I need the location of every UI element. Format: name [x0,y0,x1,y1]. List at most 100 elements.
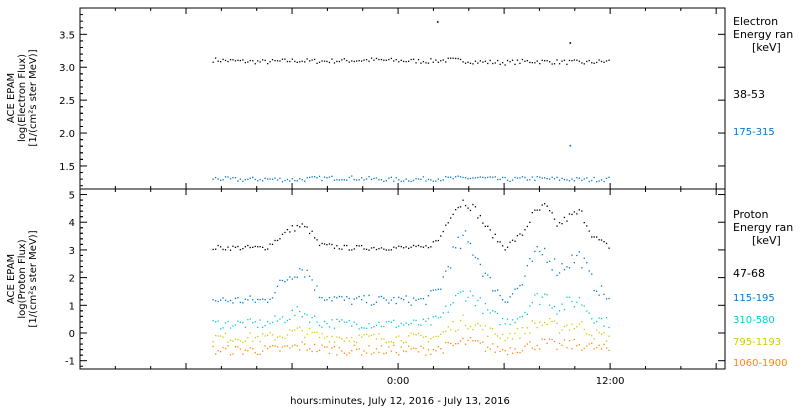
data-point [408,60,410,62]
data-point [311,230,313,232]
data-point [484,272,486,274]
data-point [368,60,370,62]
data-point [380,295,383,298]
data-point [249,318,251,320]
data-point [551,63,553,65]
data-point [531,320,533,322]
data-point [370,334,373,336]
data-point [531,212,533,214]
data-point [294,180,296,182]
data-point [259,340,261,343]
data-point [398,179,400,181]
data-point [492,327,494,330]
data-point [581,179,583,182]
data-point [516,235,519,237]
data-point [343,321,345,323]
data-point [247,337,249,339]
data-point [269,61,271,63]
data-point [333,296,336,298]
data-point [264,324,266,327]
data-point [262,326,264,328]
data-point [482,312,484,315]
legend-1060-1900: 1060-1900 [733,358,788,369]
data-point [333,247,336,249]
data-point [388,249,390,251]
data-point [257,298,259,301]
data-point [365,59,368,61]
data-point [462,61,464,63]
data-point [591,318,593,320]
data-point [566,63,568,65]
data-point [541,59,543,61]
data-point [586,225,588,227]
data-point [393,180,395,182]
data-point [380,179,383,181]
data-point [405,61,407,63]
electron-ylabel-line-1: ACE EPAM [6,73,17,123]
data-point [348,61,350,63]
data-point [259,246,261,248]
data-point [363,295,365,297]
electron-y-axis-label: ACE EPAM log(Electron Flux) [1/(cm²s ste… [6,49,39,146]
data-point [336,297,338,299]
data-point [361,177,363,179]
data-point [576,213,578,215]
data-point [499,350,501,353]
data-point [430,353,432,355]
data-point [378,321,380,324]
data-point [254,63,256,65]
data-point [286,60,289,63]
data-point [487,176,489,179]
data-point [400,59,402,61]
data-point [220,179,222,181]
data-point [403,180,405,182]
data-point [509,241,511,243]
data-point [534,209,536,211]
data-point [600,60,603,63]
data-point [591,342,593,344]
data-point [252,246,254,248]
data-point [420,334,422,337]
data-point [370,247,373,249]
data-point [304,343,306,345]
data-point [583,222,585,224]
data-point [563,59,566,61]
data-point [291,330,293,332]
data-point [437,335,439,337]
data-point [311,279,313,281]
data-point [271,59,274,61]
data-point [546,323,548,326]
data-point [541,296,543,298]
data-point [217,244,219,247]
data-point [232,177,234,179]
data-point [398,296,400,298]
data-point [220,299,222,301]
data-point [477,322,479,325]
data-point [232,302,234,304]
data-point [299,326,301,328]
data-point [291,278,293,280]
data-point [593,338,595,340]
data-point [452,344,454,347]
data-point [467,339,469,341]
data-point [348,297,350,300]
data-point [553,340,556,343]
data-point [239,301,241,304]
data-point [455,247,457,249]
data-point [336,245,338,247]
data-point [477,62,479,64]
legend-47-68: 47-68 [733,267,765,280]
data-point [408,345,410,347]
y-tick-label: 1 [69,301,75,312]
data-point [331,335,333,338]
data-point [462,314,464,316]
data-point [306,226,308,228]
data-point [586,262,588,264]
data-point [578,344,580,346]
data-point [274,239,276,242]
data-point [351,336,353,339]
data-point [596,236,598,238]
data-point [417,178,420,180]
data-point [383,180,385,183]
data-point [351,325,353,327]
